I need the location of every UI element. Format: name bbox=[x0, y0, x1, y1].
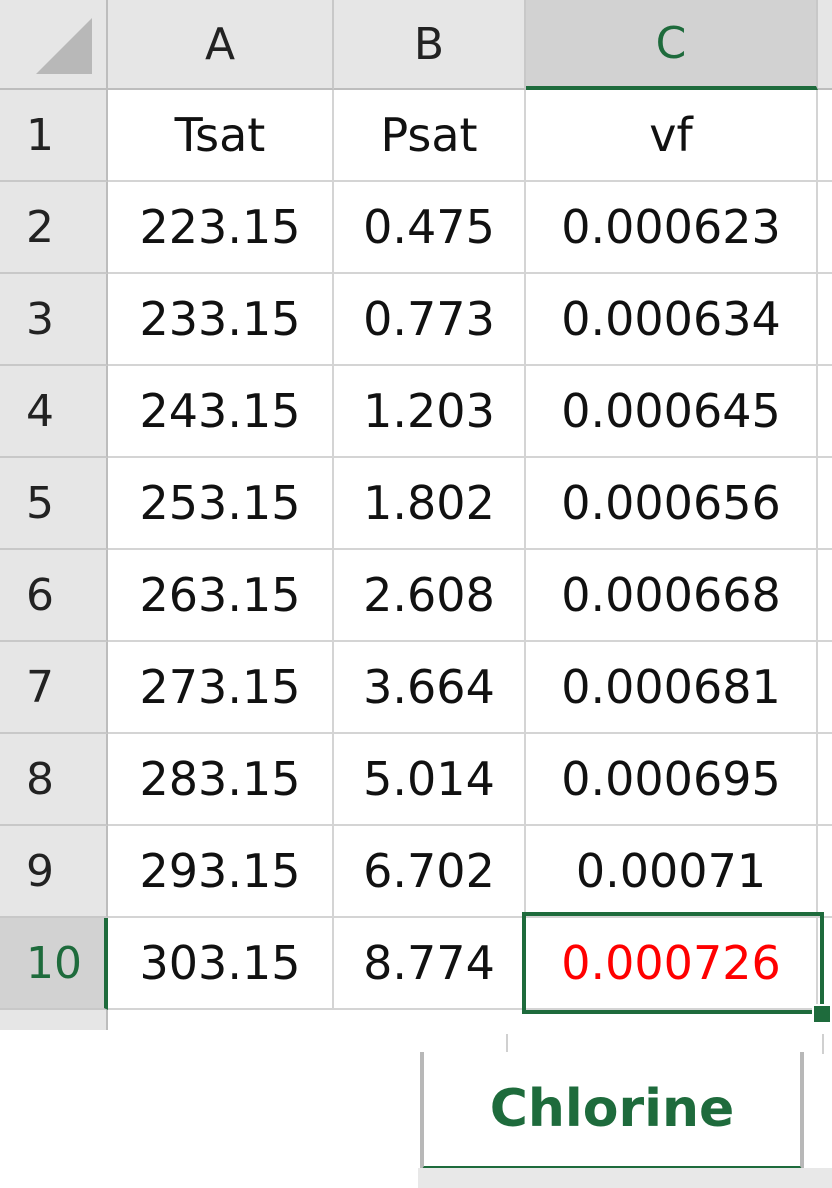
row-header-11-partial[interactable] bbox=[0, 1010, 108, 1030]
cell-b9[interactable]: 6.702 bbox=[334, 826, 526, 918]
cell-c1[interactable]: vf bbox=[526, 90, 818, 182]
row-header-4[interactable]: 4 bbox=[0, 366, 108, 458]
cell-c10-active[interactable]: 0.000726 bbox=[526, 918, 818, 1010]
fill-handle[interactable] bbox=[812, 1004, 832, 1024]
cell-a2[interactable]: 223.15 bbox=[108, 182, 334, 274]
column-header-c[interactable]: C bbox=[526, 0, 818, 90]
cell-d5[interactable] bbox=[818, 458, 832, 550]
column-header-b[interactable]: B bbox=[334, 0, 526, 90]
cell-d1[interactable] bbox=[818, 90, 832, 182]
tab-bar-shadow bbox=[418, 1168, 832, 1188]
row-header-1[interactable]: 1 bbox=[0, 90, 108, 182]
cell-d9[interactable] bbox=[818, 826, 832, 918]
row-header-7[interactable]: 7 bbox=[0, 642, 108, 734]
cell-b8[interactable]: 5.014 bbox=[334, 734, 526, 826]
cell-d7[interactable] bbox=[818, 642, 832, 734]
cell-c9[interactable]: 0.00071 bbox=[526, 826, 818, 918]
cell-a8[interactable]: 283.15 bbox=[108, 734, 334, 826]
cell-c8[interactable]: 0.000695 bbox=[526, 734, 818, 826]
sheet-tab-chlorine[interactable]: Chlorine bbox=[420, 1052, 804, 1172]
cell-d4[interactable] bbox=[818, 366, 832, 458]
tab-divider-right bbox=[822, 1034, 824, 1054]
cell-c6[interactable]: 0.000668 bbox=[526, 550, 818, 642]
tab-divider bbox=[506, 1034, 508, 1054]
cell-c3[interactable]: 0.000634 bbox=[526, 274, 818, 366]
row-header-10[interactable]: 10 bbox=[0, 918, 108, 1010]
cell-b3[interactable]: 0.773 bbox=[334, 274, 526, 366]
cell-a5[interactable]: 253.15 bbox=[108, 458, 334, 550]
cell-a10[interactable]: 303.15 bbox=[108, 918, 334, 1010]
cell-c4[interactable]: 0.000645 bbox=[526, 366, 818, 458]
cell-d10[interactable] bbox=[818, 918, 832, 1010]
cell-a9[interactable]: 293.15 bbox=[108, 826, 334, 918]
cell-b10[interactable]: 8.774 bbox=[334, 918, 526, 1010]
cell-d2[interactable] bbox=[818, 182, 832, 274]
row-header-2[interactable]: 2 bbox=[0, 182, 108, 274]
row-header-8[interactable]: 8 bbox=[0, 734, 108, 826]
row-header-6[interactable]: 6 bbox=[0, 550, 108, 642]
cell-c7[interactable]: 0.000681 bbox=[526, 642, 818, 734]
cell-a6[interactable]: 263.15 bbox=[108, 550, 334, 642]
worksheet-grid[interactable]: A B C 1 Tsat Psat vf 2 223.15 0.475 0.00… bbox=[0, 0, 832, 1030]
cell-b2[interactable]: 0.475 bbox=[334, 182, 526, 274]
cell-a3[interactable]: 233.15 bbox=[108, 274, 334, 366]
column-header-d-partial[interactable] bbox=[818, 0, 832, 90]
cell-a4[interactable]: 243.15 bbox=[108, 366, 334, 458]
row-11-partial[interactable] bbox=[0, 1010, 832, 1030]
row-header-9[interactable]: 9 bbox=[0, 826, 108, 918]
cell-b4[interactable]: 1.203 bbox=[334, 366, 526, 458]
cell-a7[interactable]: 273.15 bbox=[108, 642, 334, 734]
row-header-3[interactable]: 3 bbox=[0, 274, 108, 366]
cell-c2[interactable]: 0.000623 bbox=[526, 182, 818, 274]
cell-c5[interactable]: 0.000656 bbox=[526, 458, 818, 550]
cell-d6[interactable] bbox=[818, 550, 832, 642]
cell-a1[interactable]: Tsat bbox=[108, 90, 334, 182]
cell-b7[interactable]: 3.664 bbox=[334, 642, 526, 734]
select-all-triangle-icon bbox=[36, 18, 92, 74]
cell-b6[interactable]: 2.608 bbox=[334, 550, 526, 642]
row-header-5[interactable]: 5 bbox=[0, 458, 108, 550]
column-header-a[interactable]: A bbox=[108, 0, 334, 90]
select-all-button[interactable] bbox=[0, 0, 108, 90]
cell-d8[interactable] bbox=[818, 734, 832, 826]
cell-b1[interactable]: Psat bbox=[334, 90, 526, 182]
cell-d3[interactable] bbox=[818, 274, 832, 366]
cell-b5[interactable]: 1.802 bbox=[334, 458, 526, 550]
sheet-tab-bar: Chlorine bbox=[0, 1030, 832, 1188]
